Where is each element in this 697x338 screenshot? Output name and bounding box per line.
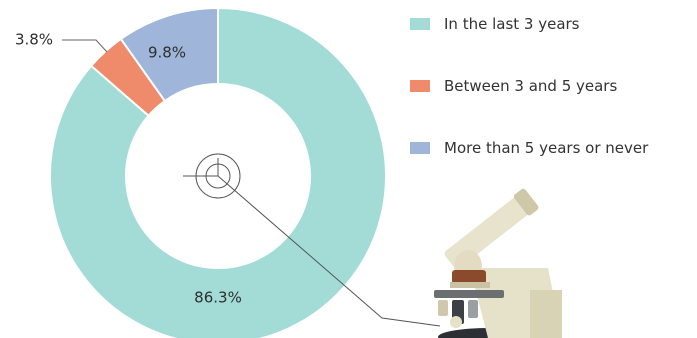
legend-item-more-than-5-years: More than 5 years or never — [410, 138, 648, 158]
legend-item-last-3-years: In the last 3 years — [410, 14, 648, 34]
legend-swatch — [410, 142, 430, 154]
donut-slice-more-than-5-years — [119, 6, 219, 103]
target-icon — [183, 153, 241, 199]
legend-label: In the last 3 years — [444, 15, 580, 33]
pointer-line — [217, 175, 441, 327]
value-label-last-3-years: 86.3% — [194, 289, 242, 307]
legend-item-3-to-5-years: Between 3 and 5 years — [410, 76, 648, 96]
donut-slices — [49, 6, 387, 338]
chart-legend: In the last 3 years Between 3 and 5 year… — [410, 14, 648, 158]
donut-slice-last-3-years — [49, 6, 387, 338]
microscope-icon — [434, 188, 562, 338]
legend-swatch — [410, 18, 430, 30]
legend-label: More than 5 years or never — [444, 139, 649, 157]
legend-swatch — [410, 80, 430, 92]
value-label-3-to-5-years: 3.8% — [15, 31, 53, 49]
leader-line — [62, 39, 108, 53]
slice-value-labels: 86.3% 3.8% 9.8% — [15, 31, 242, 307]
value-label-more-than-5-years: 9.8% — [148, 44, 186, 62]
legend-label: Between 3 and 5 years — [444, 77, 618, 95]
